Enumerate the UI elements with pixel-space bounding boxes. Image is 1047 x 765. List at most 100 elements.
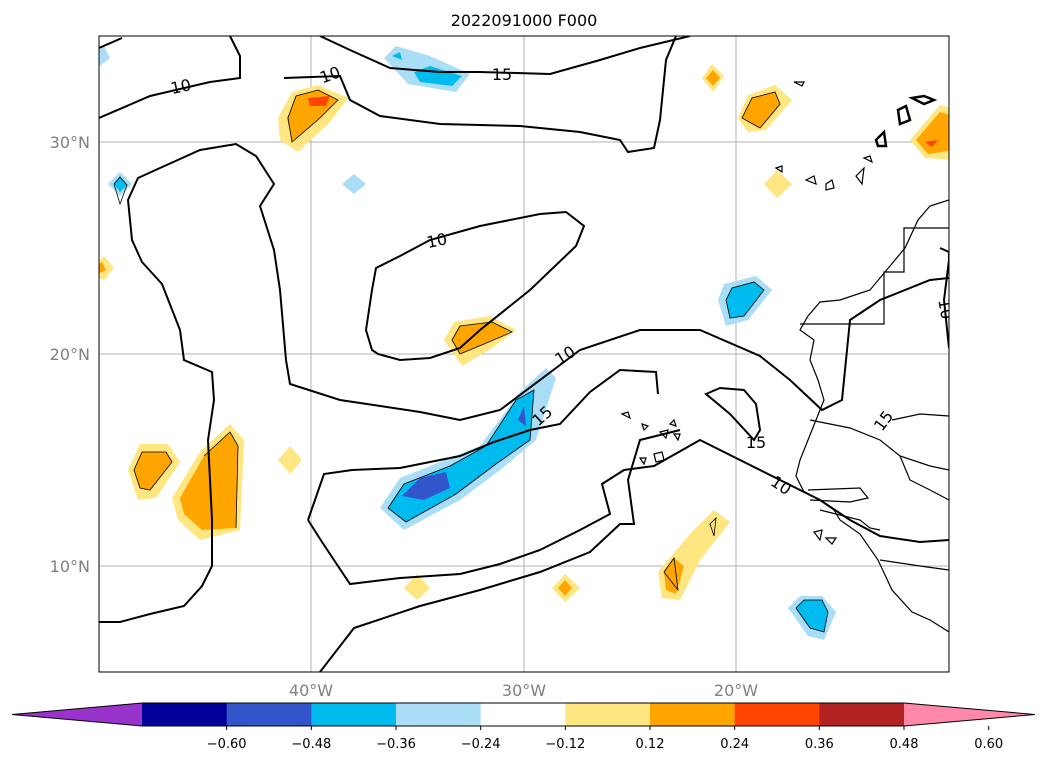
coast-africa (795, 199, 949, 633)
anomaly-positive (134, 452, 172, 490)
anomaly-negative (99, 46, 110, 66)
island (668, 418, 677, 427)
island (812, 529, 823, 542)
colorbar-segment (650, 703, 736, 726)
island (793, 81, 805, 87)
colorbar-outline (11, 702, 1036, 727)
contour-15-mid (307, 368, 659, 521)
anomaly-positive (925, 140, 938, 147)
anomaly-positive (180, 432, 238, 530)
anomaly-positive (664, 558, 684, 594)
island (825, 179, 835, 191)
colorbar-extend-min (12, 703, 142, 726)
island (908, 94, 938, 106)
island (862, 155, 874, 164)
lat-tick-label: 10°N (50, 557, 90, 576)
contour-10-north-west (99, 37, 123, 49)
gridlines (99, 36, 949, 672)
anomaly-positive (99, 262, 106, 274)
contour-10-south (319, 429, 681, 672)
colorbar-segment (480, 703, 566, 726)
lat-tick-label: 30°N (50, 133, 90, 152)
colorbar-segment (142, 703, 228, 726)
island (855, 166, 865, 186)
anomaly-positive (742, 92, 780, 128)
contour-label: 15 (492, 65, 512, 84)
anomaly-positive (916, 112, 949, 154)
colorbar-segment (396, 703, 482, 726)
map-frame (98, 35, 950, 673)
island (641, 423, 650, 432)
contour-10-loop (364, 210, 586, 362)
contour-label: 10 (551, 342, 578, 369)
island (804, 175, 817, 185)
anomaly-negative (518, 406, 526, 426)
anomaly-negative (392, 52, 402, 60)
lon-tick-label: 40°W (289, 681, 333, 700)
contour-15-north (319, 36, 691, 76)
colorbar-tick-label: 0.48 (890, 737, 919, 752)
island (824, 537, 838, 545)
colorbar-tick-label: 0.60 (974, 737, 1003, 752)
anomaly-negative (726, 282, 764, 318)
colorbar-tick-label: −0.60 (207, 737, 247, 752)
lat-tick-label: 20°N (50, 345, 90, 364)
colorbar-segment (819, 703, 905, 726)
colorbar-tick-label: −0.24 (461, 737, 501, 752)
border-line (809, 419, 949, 471)
island (774, 165, 783, 174)
colorbar-segment (311, 703, 397, 726)
contour-label: 10 (317, 62, 343, 87)
colorbar-tick-label: −0.36 (376, 737, 416, 752)
border-line (891, 413, 949, 421)
anomaly-positive (706, 70, 720, 86)
colorbar-tick-label: −0.12 (545, 737, 585, 752)
border-line (800, 227, 949, 325)
colorbar-extend-max (904, 703, 1035, 726)
colorbar: −0.60 −0.48 −0.36 −0.24 −0.12 0.12 0.24 0.36 0.4… (11, 702, 1036, 752)
lon-tick-label: 30°W (502, 681, 546, 700)
anomaly-positive (452, 322, 510, 354)
anomaly-outlines (113, 89, 829, 633)
contour-north-loop (283, 36, 677, 154)
anomaly-positive (278, 446, 302, 474)
island (874, 129, 888, 148)
contour-label: 15 (870, 407, 897, 435)
contour-label: 10 (169, 75, 193, 98)
colorbar-tick-label: 0.36 (805, 737, 834, 752)
anomaly-positive (558, 580, 572, 596)
anomaly-positive (764, 170, 792, 198)
contour-label: 15 (746, 433, 766, 452)
map-title: 2022091000 F000 (451, 11, 598, 30)
anomaly-negative (402, 472, 450, 500)
lon-tick-label: 20°W (714, 681, 758, 700)
colorbar-tick-label: 0.12 (636, 737, 665, 752)
anomaly-positive (308, 96, 330, 106)
island (653, 451, 665, 463)
map-area: 10 15 10 10 15 10 15 10 15 10 (99, 36, 956, 672)
anomaly-negative (796, 600, 828, 632)
island (896, 104, 912, 126)
island (620, 411, 632, 420)
border-line (807, 487, 870, 503)
anomaly-positive (404, 574, 430, 600)
border-line (899, 455, 949, 501)
coastlines (620, 81, 949, 633)
island (672, 433, 681, 442)
contour-label: 10 (425, 229, 449, 252)
anomaly-positive (99, 256, 114, 280)
anomaly-negative (342, 174, 366, 194)
colorbar-segment (226, 703, 312, 726)
contour-label: 10 (934, 297, 956, 320)
colorbar-tick-label: −0.48 (291, 737, 331, 752)
colorbar-segment (734, 703, 820, 726)
island (658, 429, 669, 440)
contour-15-right (704, 386, 762, 442)
colorbar-segment (565, 703, 651, 726)
contour-10-east (939, 247, 949, 349)
colorbar-tick-label: 0.24 (720, 737, 749, 752)
island (638, 457, 647, 466)
border-line (879, 559, 949, 571)
contour-10-west (99, 142, 949, 623)
